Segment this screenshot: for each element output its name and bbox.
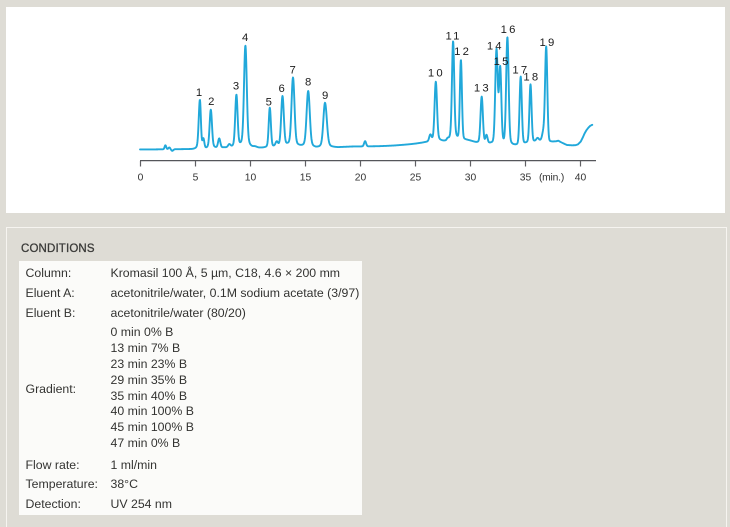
svg-text:30: 30 [465,173,477,184]
svg-text:8: 8 [305,76,311,88]
svg-text:0: 0 [138,173,144,184]
svg-text:13: 13 [474,82,491,94]
svg-text:3: 3 [233,81,239,93]
svg-text:5: 5 [193,173,199,184]
svg-text:35: 35 [520,173,532,184]
svg-text:10: 10 [428,68,445,80]
svg-text:11: 11 [446,31,462,43]
svg-text:19: 19 [540,37,557,49]
svg-text:12: 12 [454,46,471,58]
svg-text:18: 18 [523,72,540,84]
svg-text:16: 16 [501,24,518,36]
svg-text:40: 40 [575,173,587,184]
svg-text:1: 1 [196,87,202,99]
svg-text:(min.): (min.) [539,173,564,184]
svg-text:4: 4 [242,32,248,44]
svg-text:10: 10 [245,173,257,184]
svg-text:5: 5 [266,97,272,109]
svg-text:15: 15 [494,56,511,68]
svg-text:17: 17 [512,65,529,77]
svg-text:14: 14 [487,41,504,53]
svg-text:2: 2 [208,96,214,108]
svg-text:15: 15 [300,173,312,184]
svg-text:7: 7 [290,65,296,77]
svg-text:20: 20 [355,173,367,184]
svg-text:9: 9 [322,90,328,102]
svg-text:25: 25 [410,173,422,184]
svg-text:6: 6 [278,83,284,95]
